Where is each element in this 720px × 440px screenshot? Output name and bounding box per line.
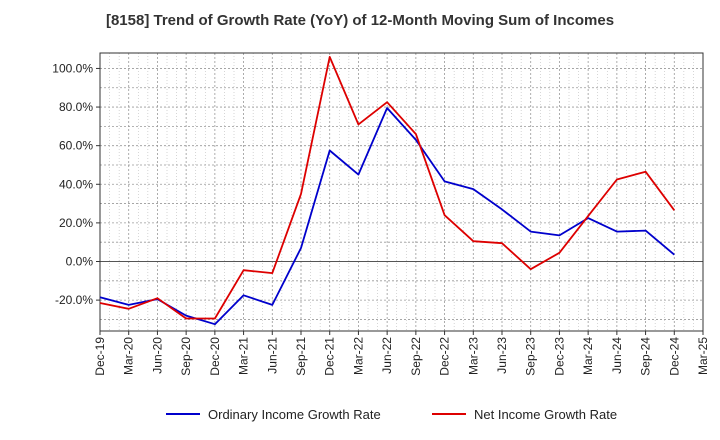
series-lines	[99, 56, 676, 326]
x-tick-label: Mar-24	[581, 337, 595, 375]
legend: Ordinary Income Growth Rate Net Income Gr…	[166, 407, 617, 422]
x-tick-label: Mar-23	[466, 337, 480, 375]
x-tick-label: Jun-22	[380, 337, 394, 374]
y-tick-label: 80.0%	[59, 100, 93, 114]
y-tick-label: -20.0%	[55, 293, 93, 307]
x-tick-label: Dec-23	[552, 337, 566, 376]
x-tick-label: Dec-24	[667, 337, 681, 376]
x-tick-label: Mar-21	[237, 337, 251, 375]
x-tick-label: Dec-22	[438, 337, 452, 376]
legend-label: Net Income Growth Rate	[474, 407, 617, 422]
x-tick-label: Jun-20	[150, 337, 164, 374]
x-tick-label: Jun-23	[495, 337, 509, 374]
series-line-net-income	[99, 56, 676, 320]
x-tick-label: Dec-19	[93, 337, 107, 376]
x-tick-label: Jun-24	[610, 337, 624, 374]
plot-area-frame	[99, 52, 704, 332]
grid-lines	[100, 53, 703, 331]
chart-title: [8158] Trend of Growth Rate (YoY) of 12-…	[106, 12, 614, 29]
legend-label: Ordinary Income Growth Rate	[208, 407, 381, 422]
y-tick-label: 40.0%	[59, 177, 93, 191]
x-tick-label: Sep-23	[524, 337, 538, 376]
y-tick-label: 0.0%	[66, 255, 94, 269]
x-tick-label: Jun-21	[265, 337, 279, 374]
x-tick-label: Mar-25	[696, 337, 710, 375]
y-tick-label: 20.0%	[59, 216, 93, 230]
x-axis-ticks: Dec-19 Mar-20 Jun-20 Sep-20 Dec-20 Mar-21 Jun-…	[93, 331, 710, 376]
x-tick-label: Sep-22	[409, 337, 423, 376]
x-tick-label: Mar-22	[351, 337, 365, 375]
x-tick-label: Sep-20	[179, 337, 193, 376]
y-axis-ticks: -20.0% 0.0% 20.0% 40.0% 60.0% 80.0% 100.0%	[52, 61, 100, 307]
y-tick-label: 100.0%	[52, 61, 93, 75]
x-tick-label: Sep-24	[639, 337, 653, 376]
x-tick-label: Dec-20	[208, 337, 222, 376]
x-tick-label: Dec-21	[323, 337, 337, 376]
x-tick-label: Mar-20	[122, 337, 136, 375]
y-tick-label: 60.0%	[59, 139, 93, 153]
x-tick-label: Sep-21	[294, 337, 308, 376]
